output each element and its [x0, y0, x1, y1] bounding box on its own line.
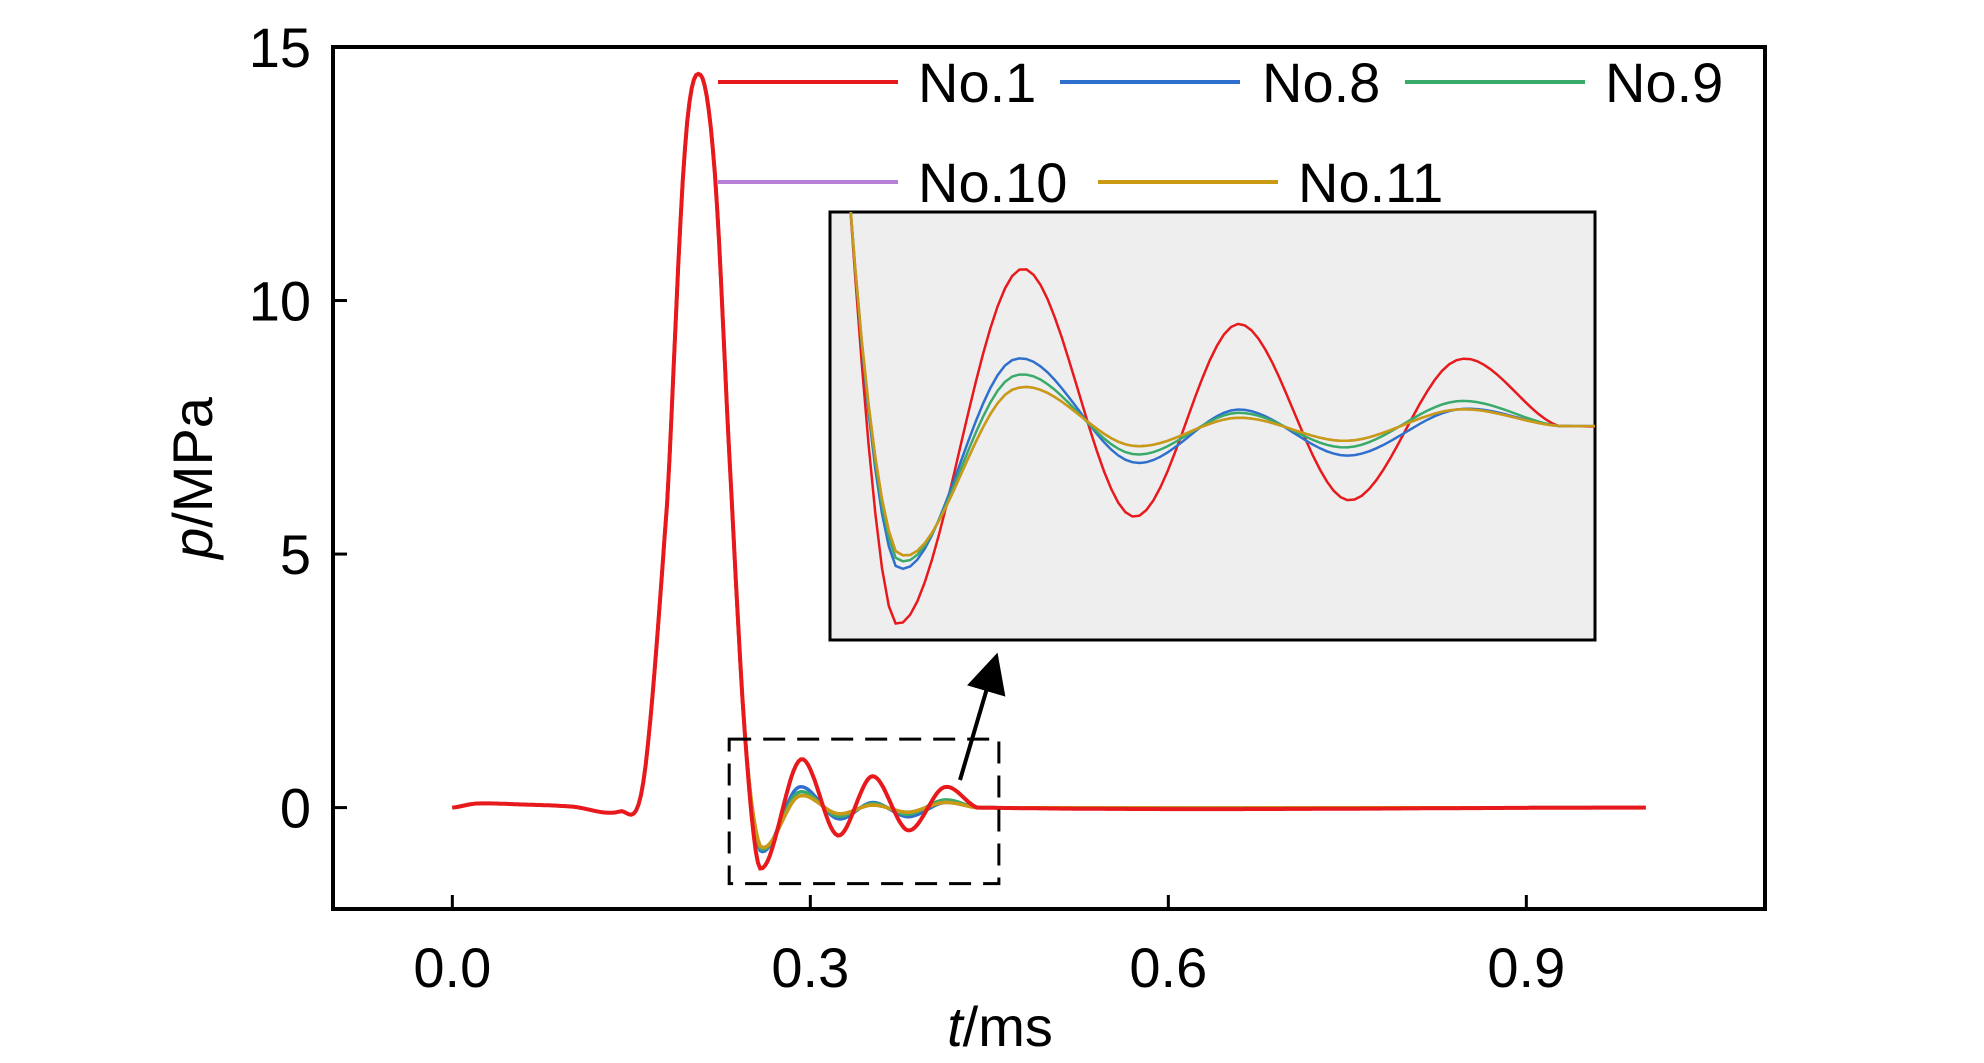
x-axis-ticks: 0.0 0.3 0.6 0.9: [413, 895, 1565, 999]
y-tick-label: 0: [280, 777, 311, 840]
y-tick-label: 10: [249, 270, 311, 333]
zoom-arrow: [958, 652, 1006, 781]
zoom-region-box: [727, 737, 1001, 886]
series-line-inset: [849, 212, 1595, 557]
legend-label: No.9: [1605, 51, 1723, 114]
legend-label: No.11: [1298, 151, 1443, 214]
legend-label: No.8: [1262, 51, 1380, 114]
legend: No.1 No.8 No.9 No.10 No.11: [718, 51, 1723, 214]
x-axis-label: t/ms: [947, 995, 1053, 1058]
y-tick-label: 15: [249, 16, 311, 79]
x-tick-label: 0.9: [1487, 936, 1565, 999]
x-tick-label: 0.6: [1129, 936, 1207, 999]
x-tick-label: 0.3: [771, 936, 849, 999]
x-tick-label: 0.0: [413, 936, 491, 999]
main-series-group: [452, 71, 1646, 871]
y-tick-label: 5: [280, 523, 311, 586]
inset-plot: [828, 210, 1597, 642]
y-axis-label: p/MPa: [161, 396, 224, 561]
legend-label: No.10: [918, 151, 1067, 214]
series-line-main: [452, 71, 1646, 871]
inset-series-group: [849, 212, 1595, 625]
y-axis-ticks: 0 5 10 15: [249, 16, 347, 840]
inset-frame: [828, 210, 1597, 642]
legend-label: No.1: [918, 51, 1036, 114]
series-line-inset: [849, 212, 1595, 625]
